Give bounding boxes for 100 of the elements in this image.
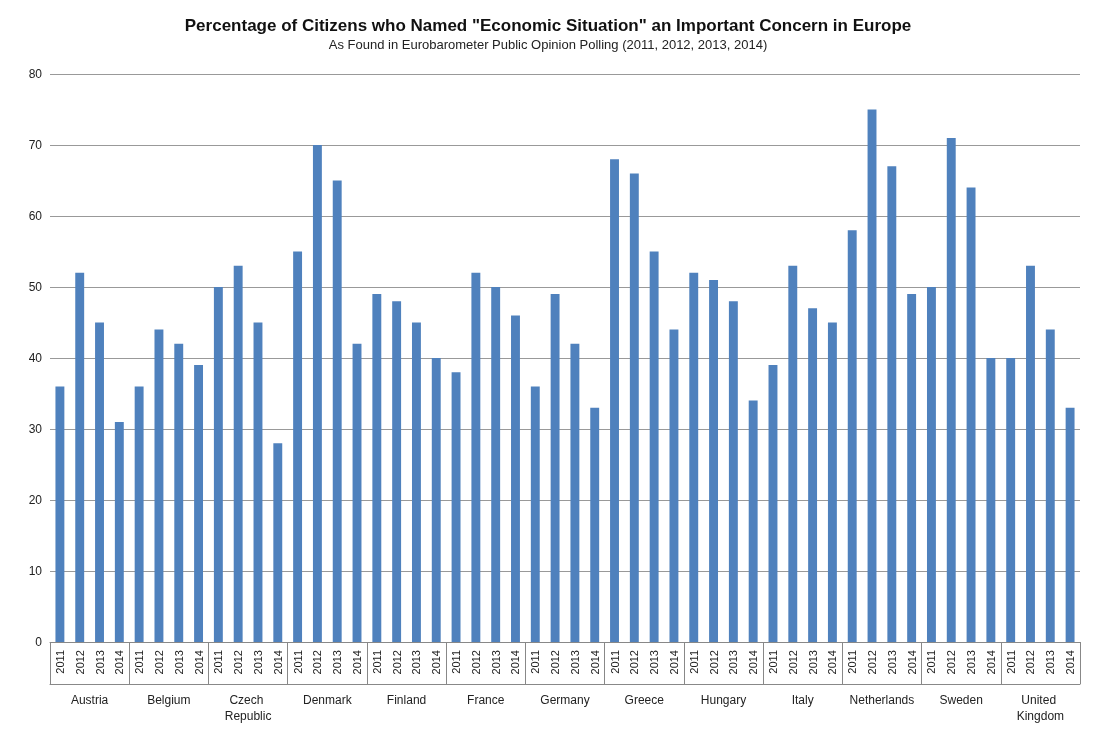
chart-title: Percentage of Citizens who Named "Economic Situation" an Important Concern in Europe <box>184 16 912 35</box>
y-tick-label: 10 <box>28 564 43 578</box>
bar <box>352 343 362 642</box>
x-tick-label: 2012 <box>786 650 799 675</box>
x-tick-label: 2011 <box>608 650 621 674</box>
bar <box>530 386 540 642</box>
x-tick-label: 2011 <box>529 650 542 674</box>
bar <box>550 294 560 642</box>
x-tick-label: 2014 <box>113 650 126 675</box>
bar <box>1026 265 1035 642</box>
bar <box>907 294 917 642</box>
x-tick-label: 2013 <box>331 650 344 675</box>
bar <box>451 372 461 642</box>
x-tick-label: 2013 <box>965 650 978 675</box>
bar <box>1045 329 1055 642</box>
bar <box>431 358 441 642</box>
bar <box>471 272 481 642</box>
x-tick-label: 2011 <box>133 650 146 674</box>
bar <box>134 386 144 642</box>
bar <box>1006 358 1016 642</box>
bar <box>748 400 758 642</box>
bar <box>946 137 956 642</box>
x-tick-label: 2013 <box>568 650 581 675</box>
bar <box>689 272 699 642</box>
bar <box>709 279 719 642</box>
bar <box>728 301 738 642</box>
bar <box>55 386 65 642</box>
x-tick-label: 2011 <box>291 650 304 674</box>
y-tick-label: 30 <box>28 422 43 436</box>
x-tick-label: 2013 <box>648 650 661 675</box>
bar <box>233 265 243 642</box>
bar <box>926 287 936 642</box>
x-tick-label: 2014 <box>509 650 522 675</box>
x-tick-label: 2014 <box>905 650 918 675</box>
x-tick-label: 2012 <box>945 650 958 675</box>
text: Greece <box>624 693 665 707</box>
bar <box>610 159 619 642</box>
y-tick-label: 40 <box>28 351 43 365</box>
x-tick-label: 2014 <box>667 650 680 675</box>
x-tick-label: 2014 <box>747 650 760 675</box>
x-tick-label: 2012 <box>707 650 720 675</box>
bar <box>154 329 164 642</box>
x-tick-label: 2012 <box>311 650 324 675</box>
bar <box>1065 407 1075 642</box>
bar <box>808 308 818 642</box>
x-tick-label: 2012 <box>866 650 879 675</box>
x-tick-label: 2012 <box>628 650 641 675</box>
bar <box>511 315 520 642</box>
x-tick-label: 2011 <box>687 650 700 674</box>
text: France <box>467 693 505 707</box>
bar <box>174 343 184 642</box>
text: Germany <box>540 693 590 707</box>
x-tick-label: 2014 <box>1064 650 1077 675</box>
bar <box>372 294 382 642</box>
y-tick-label: 20 <box>28 493 43 507</box>
bar <box>986 358 996 642</box>
y-tick-label: 80 <box>28 67 43 81</box>
bar <box>194 365 204 642</box>
text: Sweden <box>939 693 983 707</box>
chart-subtitle: As Found in Eurobarometer Public Opinion Polling (2011, 2012, 2013, 2014) <box>328 37 768 52</box>
bar <box>114 421 124 642</box>
bar <box>768 365 778 642</box>
x-tick-label: 2012 <box>469 650 482 675</box>
x-tick-label: 2011 <box>766 650 779 674</box>
text: Czech Republic <box>224 693 272 723</box>
text: Austria <box>70 693 109 707</box>
bar <box>669 329 679 642</box>
bar <box>312 145 322 642</box>
bar <box>788 265 798 642</box>
x-tick-label: 2013 <box>727 650 740 675</box>
x-tick-label: 2012 <box>1024 650 1037 675</box>
x-tick-label: 2013 <box>489 650 502 675</box>
bar <box>887 166 897 642</box>
x-tick-label: 2014 <box>588 650 601 675</box>
y-tick-label: 50 <box>28 280 43 294</box>
bar <box>273 443 283 642</box>
x-tick-label: 2012 <box>549 650 562 675</box>
bar <box>847 230 857 642</box>
x-tick-label: 2014 <box>351 650 364 675</box>
bar <box>649 251 659 642</box>
x-tick-label: 2013 <box>885 650 898 675</box>
bar <box>966 187 976 642</box>
x-tick-label: 2012 <box>390 650 403 675</box>
x-tick-label: 2014 <box>984 650 997 675</box>
x-tick-label: 2012 <box>232 650 245 675</box>
bar <box>827 322 837 642</box>
bar <box>253 322 263 642</box>
text: Belgium <box>147 693 191 707</box>
bar <box>590 407 600 642</box>
x-tick-label: 2014 <box>430 650 443 675</box>
x-tick-label: 2013 <box>806 650 819 675</box>
x-tick-label: 2013 <box>251 650 264 675</box>
bar <box>570 343 580 642</box>
text: Italy <box>791 693 814 707</box>
x-tick-label: 2012 <box>73 650 86 675</box>
x-tick-label: 2014 <box>826 650 839 675</box>
bar <box>95 322 104 642</box>
bar <box>213 287 223 642</box>
x-tick-label: 2012 <box>152 650 165 675</box>
bar <box>491 287 501 642</box>
